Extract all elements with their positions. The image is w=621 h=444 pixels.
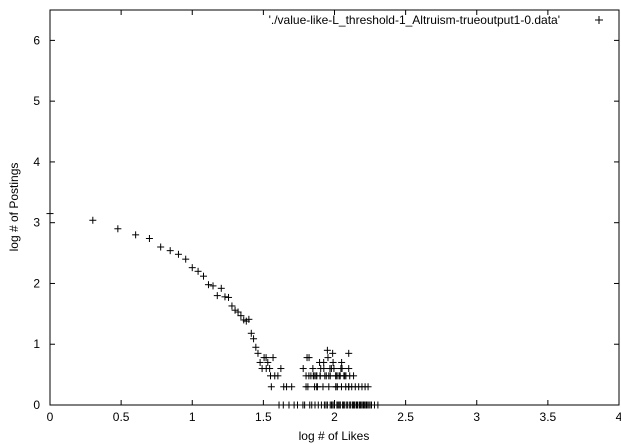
data-point — [114, 225, 122, 233]
data-point — [325, 383, 333, 391]
x-axis: 0 0.5 1 1.5 2 2.5 3 3.5 4 — [47, 10, 621, 424]
data-point — [329, 349, 337, 357]
data-point — [250, 335, 258, 343]
y-tick-label: 2 — [33, 276, 40, 290]
data-point — [324, 354, 332, 362]
data-point — [329, 358, 337, 366]
y-tick-label: 1 — [33, 337, 40, 351]
x-axis-label: log # of Likes — [299, 429, 370, 443]
data-point — [323, 346, 331, 354]
data-point — [313, 383, 321, 391]
data-point — [199, 272, 207, 280]
data-point — [234, 308, 242, 316]
data-point — [332, 383, 340, 391]
data-point — [252, 343, 260, 351]
x-tick-label: 2.5 — [397, 410, 414, 424]
data-point — [204, 281, 212, 289]
data-point — [267, 383, 275, 391]
x-tick-label: 1.5 — [255, 410, 272, 424]
data-point — [364, 383, 372, 391]
data-point — [46, 210, 54, 218]
data-point — [237, 312, 245, 320]
data-point — [262, 354, 270, 362]
x-tick-label: 3 — [473, 410, 480, 424]
x-tick-label: 0.5 — [113, 410, 130, 424]
data-point — [89, 216, 97, 224]
data-point — [288, 383, 296, 391]
data-point — [327, 365, 335, 373]
data-point — [350, 372, 358, 380]
data-point — [345, 365, 353, 373]
data-point — [302, 383, 310, 391]
data-point — [217, 284, 225, 292]
data-point — [221, 293, 229, 301]
data-point — [328, 401, 336, 409]
data-point — [182, 255, 190, 263]
legend: './value-like-L_threshold-1_Altruism-tru… — [269, 13, 603, 27]
data-point — [264, 358, 272, 366]
data-point — [209, 282, 217, 290]
data-point — [374, 401, 382, 409]
x-tick-label: 4 — [616, 410, 621, 424]
y-tick-label: 3 — [33, 216, 40, 230]
legend-series-label: './value-like-L_threshold-1_Altruism-tru… — [269, 13, 560, 27]
data-point — [228, 302, 236, 310]
data-point — [132, 231, 140, 239]
data-point — [256, 358, 264, 366]
data-point — [247, 329, 255, 337]
data-point — [225, 293, 233, 301]
x-tick-label: 0 — [47, 410, 54, 424]
data-point — [157, 243, 165, 251]
y-tick-label: 0 — [33, 398, 40, 412]
data-point — [231, 306, 239, 314]
data-point — [254, 349, 262, 357]
data-point — [262, 365, 270, 373]
data-point — [336, 372, 344, 380]
y-axis-label: log # of Postings — [7, 163, 21, 252]
data-point — [309, 365, 317, 373]
data-point — [166, 247, 174, 255]
data-point — [316, 358, 324, 366]
x-tick-label: 3.5 — [540, 410, 557, 424]
x-tick-label: 1 — [189, 410, 196, 424]
data-point — [194, 267, 202, 275]
data-point — [338, 358, 346, 366]
y-tick-label: 4 — [33, 155, 40, 169]
data-point — [320, 365, 328, 373]
x-tick-label: 2 — [331, 410, 338, 424]
data-point — [269, 354, 277, 362]
data-point — [326, 372, 334, 380]
y-tick-label: 5 — [33, 94, 40, 108]
data-point — [266, 372, 274, 380]
data-point — [174, 250, 182, 258]
data-point — [345, 349, 353, 357]
data-point — [305, 354, 313, 362]
data-point — [188, 264, 196, 272]
y-tick-label: 6 — [33, 33, 40, 47]
data-point — [299, 365, 307, 373]
data-point — [316, 372, 324, 380]
legend-marker — [595, 16, 603, 24]
data-point — [274, 372, 282, 380]
data-point — [338, 365, 346, 373]
data-point — [277, 365, 285, 373]
y-axis: 0 1 2 3 4 5 6 — [33, 33, 619, 412]
data-point — [285, 401, 293, 409]
data-point — [213, 292, 221, 300]
data-points — [46, 210, 382, 409]
data-point — [310, 372, 318, 380]
data-point — [345, 383, 353, 391]
plot-frame — [49, 9, 620, 406]
data-point — [145, 234, 153, 242]
data-point — [245, 315, 253, 323]
